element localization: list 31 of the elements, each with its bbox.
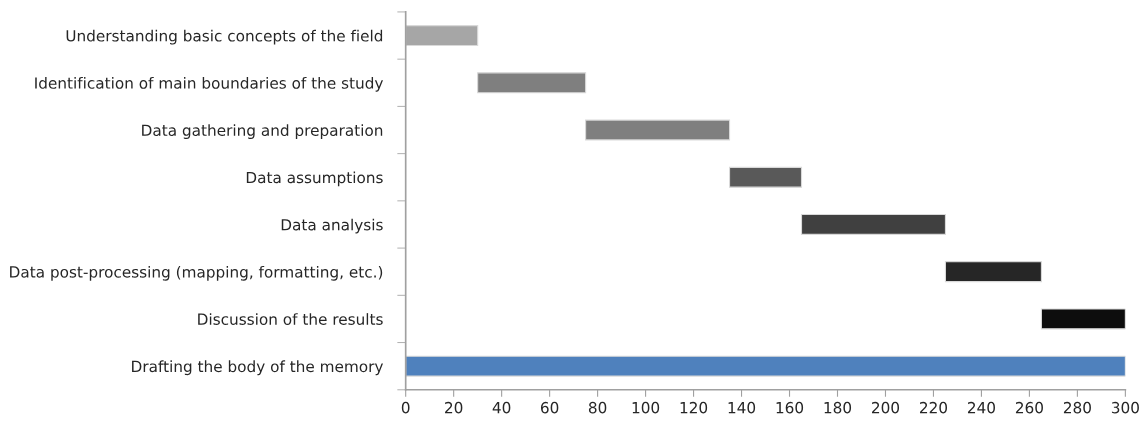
bar bbox=[944, 261, 1042, 283]
x-tick-label: 220 bbox=[919, 401, 948, 414]
y-tick-label: Discussion of the results bbox=[198, 313, 383, 325]
bar bbox=[1040, 308, 1126, 330]
bar bbox=[585, 119, 731, 141]
y-tick-label: Identification of main boundaries of the study bbox=[35, 76, 384, 92]
x-tick-label: 160 bbox=[776, 401, 804, 414]
y-tick-label: Data assumptions bbox=[246, 171, 383, 187]
x-tick-label: 300 bbox=[1111, 401, 1139, 414]
x-tick-label: 200 bbox=[872, 401, 900, 414]
bar bbox=[728, 166, 803, 188]
x-tick-label: 80 bbox=[588, 401, 607, 414]
x-tick-label: 100 bbox=[632, 401, 660, 414]
x-tick-label: 180 bbox=[824, 401, 852, 414]
x-tick-label: 120 bbox=[680, 401, 708, 414]
x-tick-label: 140 bbox=[728, 401, 756, 414]
y-tick-label: Data post-processing (mapping, formatting, etc.) bbox=[10, 265, 383, 281]
x-tick-label: 280 bbox=[1063, 401, 1091, 414]
x-tick-label: 260 bbox=[1015, 401, 1043, 414]
x-tick-label: 60 bbox=[540, 401, 559, 414]
bar bbox=[405, 355, 1126, 377]
y-tick-label: Data gathering and preparation bbox=[142, 124, 383, 139]
x-tick-label: 20 bbox=[445, 401, 463, 414]
x-tick-label: 240 bbox=[967, 401, 995, 414]
y-tick-label: Drafting the body of the memory bbox=[132, 360, 384, 376]
bar bbox=[477, 72, 587, 94]
bar bbox=[800, 214, 947, 235]
x-tick-label: 0 bbox=[401, 401, 410, 414]
y-tick-label: Understanding basic concepts of the field bbox=[66, 29, 383, 45]
x-tick-label: 40 bbox=[492, 401, 511, 414]
y-tick-label: Data analysis bbox=[281, 218, 383, 234]
